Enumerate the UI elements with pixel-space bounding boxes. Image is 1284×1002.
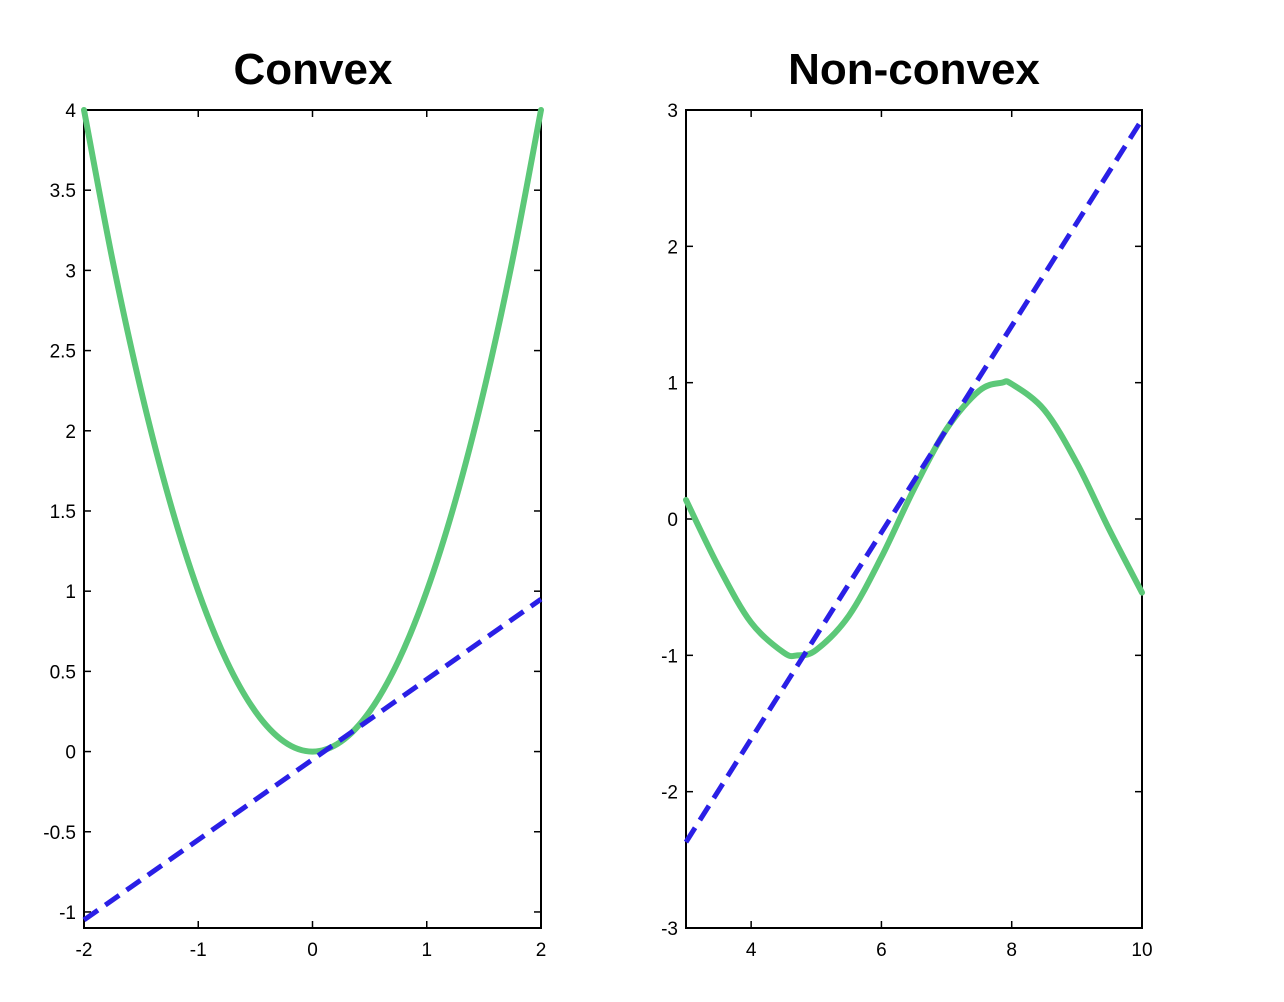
non-convex-y-tick-label: -1 (661, 646, 678, 667)
non-convex-y-tick-label: 2 (667, 237, 678, 258)
convex-y-tick-label: 2 (65, 422, 76, 443)
convex-x-tick-label: -1 (190, 940, 207, 961)
convex-x-tick-label: 1 (421, 940, 432, 961)
convex-y-tick-label: -0.5 (43, 823, 76, 844)
convex-y-tick-label: -1 (59, 903, 76, 924)
convex-y-tick-label: 1 (65, 582, 76, 603)
convex-y-tick-label: 1.5 (50, 502, 76, 523)
non-convex-y-tick-label: 0 (667, 510, 678, 531)
convex-y-tick-label: 3 (65, 261, 76, 282)
non-convex-function-curve (683, 378, 1145, 660)
convex-y-tick-label: 2.5 (50, 342, 76, 363)
convex-ticks: -2 -1 0 1 2-1-0.500.511.522.533.54 (43, 101, 546, 961)
convex-title: Convex (234, 45, 393, 94)
convex-series (81, 107, 544, 923)
non-convex-panel: Non-convex 4 6 8 10 -3 -2 -1 0 1 2 3 (661, 45, 1152, 961)
non-convex-tangent-line (683, 118, 1145, 844)
convex-x-tick-label: 0 (307, 940, 318, 961)
non-convex-x-tick-label: 8 (1006, 940, 1017, 961)
non-convex-y-tick-label: 3 (667, 101, 678, 122)
non-convex-x-tick-label: 4 (746, 940, 757, 961)
convex-y-tick-label: 0.5 (50, 662, 76, 683)
convex-tangent-line (82, 597, 543, 923)
non-convex-title: Non-convex (788, 45, 1040, 94)
convex-y-tick-label: 4 (65, 101, 76, 122)
non-convex-x-tick-label: 10 (1131, 940, 1152, 961)
non-convex-y-tick-label: 1 (667, 374, 678, 395)
convex-x-tick-label: -2 (76, 940, 93, 961)
non-convex-ticks: 4 6 8 10 -3 -2 -1 0 1 2 3 (661, 101, 1152, 961)
convex-y-tick-label: 0 (65, 743, 76, 764)
non-convex-x-tick-label: 6 (876, 940, 887, 961)
convex-function-curve (81, 107, 544, 755)
non-convex-series (683, 118, 1145, 844)
convex-panel: Convex -2 -1 0 1 2-1-0.500.511.522.533.54 (43, 45, 546, 961)
non-convex-y-tick-label: -2 (661, 783, 678, 804)
convex-x-tick-label: 2 (536, 940, 547, 961)
convex-y-tick-label: 3.5 (50, 181, 76, 202)
non-convex-y-tick-label: -3 (661, 919, 678, 940)
